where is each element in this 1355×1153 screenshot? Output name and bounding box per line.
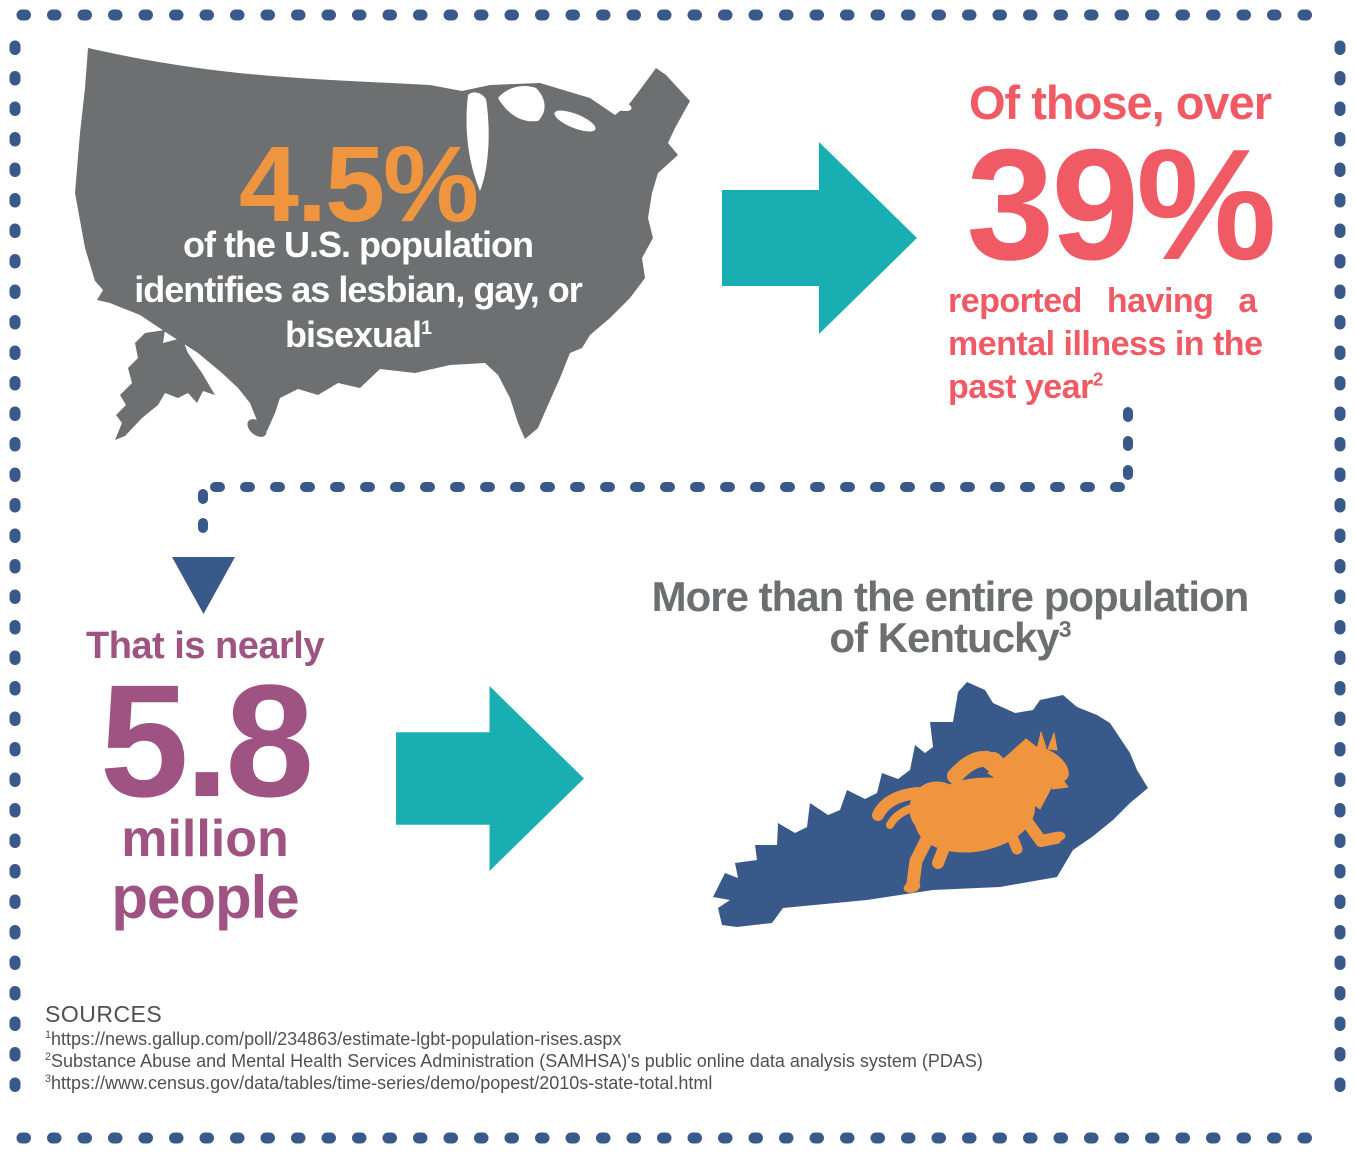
footnote-ref-2: 2 xyxy=(1092,368,1103,390)
us-map-icon xyxy=(75,48,690,440)
kentucky-map-icon xyxy=(713,682,1148,927)
us-lgb-stat: 4.5% xyxy=(238,123,479,244)
source-item-1: 1https://news.gallup.com/poll/234863/est… xyxy=(45,1029,622,1049)
mental-illness-stat: 39% xyxy=(966,117,1276,293)
horse-jockey-icon xyxy=(872,731,1069,893)
footnote-ref-1: 1 xyxy=(421,317,432,339)
kentucky-headline-line1: More than the entire population xyxy=(651,573,1250,620)
population-stat: 5.8 xyxy=(99,651,314,830)
population-intro: That is nearly xyxy=(86,625,324,667)
us-caption-line3: bisexual1 xyxy=(284,314,432,355)
population-stat-block: That is nearly 5.8 million people xyxy=(55,622,355,929)
mental-illness-intro: Of those, over xyxy=(968,76,1272,129)
footnote-ref-3: 3 xyxy=(1058,616,1072,642)
sources-block: SOURCES 1https://news.gallup.com/poll/23… xyxy=(45,1000,1245,1094)
kentucky-headline-line2: of Kentucky3 xyxy=(829,614,1072,661)
source-item-3: 3https://www.census.gov/data/tables/time… xyxy=(45,1073,713,1093)
population-line2: people xyxy=(111,864,299,931)
mental-illness-line3: past year2 xyxy=(948,368,1103,406)
mental-illness-stat-block: Of those, over 39% reported having a men… xyxy=(948,76,1292,409)
us-caption-line1: of the U.S. population xyxy=(183,224,534,265)
population-line1: million xyxy=(121,810,289,868)
arrow-right-icon xyxy=(396,686,584,871)
sources-title: SOURCES xyxy=(45,1001,163,1027)
mental-illness-line2: mental illness in the xyxy=(948,325,1263,363)
us-lgb-caption: of the U.S. population identifies as les… xyxy=(78,222,638,357)
kentucky-headline: More than the entire population of Kentu… xyxy=(600,573,1300,661)
arrow-right-icon xyxy=(722,142,917,334)
us-caption-line2: identifies as lesbian, gay, or xyxy=(134,269,583,310)
arrow-down-icon xyxy=(172,557,235,614)
mental-illness-line1: reported having a xyxy=(948,282,1257,320)
source-item-2: 2Substance Abuse and Mental Health Servi… xyxy=(45,1051,983,1071)
